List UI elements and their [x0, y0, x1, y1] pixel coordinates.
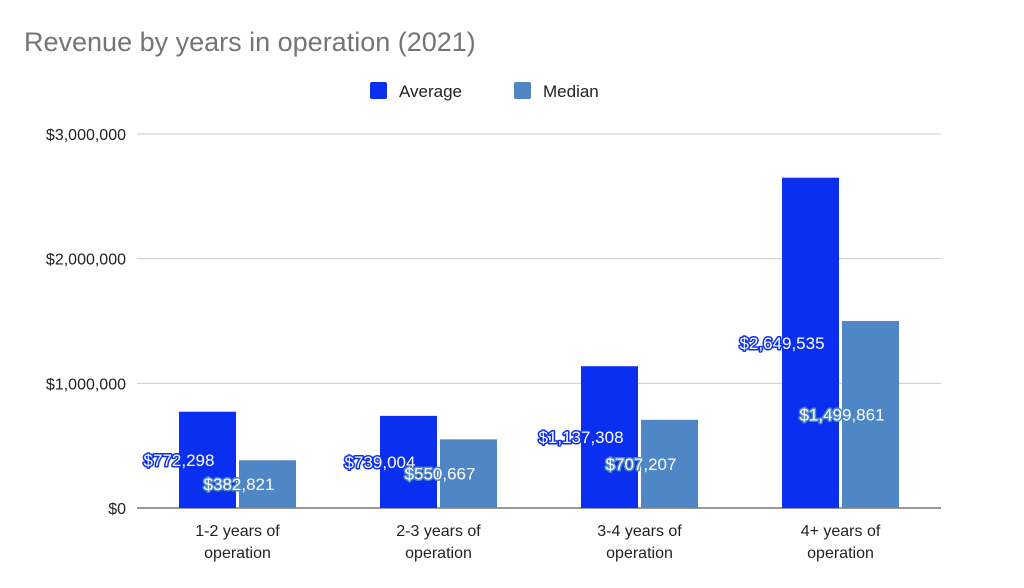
bar-median-2 [641, 419, 698, 508]
data-label-median-0: $382,821 [204, 475, 275, 494]
bar-median-1 [440, 439, 497, 508]
x-category-label-3-line-0: 4+ years of [801, 523, 881, 540]
x-category-label-1-line-0: 2-3 years of [396, 523, 481, 540]
data-label-median-1: $550,667 [405, 465, 476, 484]
x-category-label-0-line-1: operation [204, 545, 271, 562]
data-labels: $772,298 $382,821 $739,004$550,667 $1,137,3… [142, 332, 886, 495]
x-category-label-3-line-1: operation [807, 545, 874, 562]
bar-average-1 [380, 415, 437, 508]
x-category-label-2-line-1: operation [606, 545, 673, 562]
bar-average-3 [782, 177, 839, 509]
bar-average-2 [581, 366, 638, 508]
y-tick-label-0: $0 [108, 501, 126, 518]
data-label-average-3: $2,649,535 [739, 334, 824, 353]
data-label-average-2: $1,137,308 [538, 428, 623, 447]
legend-swatch-median [514, 82, 531, 99]
x-category-label-1-line-1: operation [405, 545, 472, 562]
bar-average-0 [179, 411, 236, 508]
x-category-label-2-line-0: 3-4 years of [597, 523, 682, 540]
y-tick-label-3: $3,000,000 [46, 127, 126, 144]
data-label-median-2: $707,207 [606, 455, 677, 474]
bars [179, 177, 899, 509]
bar-median-3 [842, 321, 899, 508]
y-axis-tick-labels: $0 $1,000,000 $2,000,000 $3,000,000 [46, 127, 126, 518]
data-label-average-1: $739,004 [345, 453, 416, 472]
chart-title: Revenue by years in operation (2021) [24, 27, 476, 57]
x-category-label-0-line-0: 1-2 years of [195, 523, 280, 540]
data-label-average-0: $772,298 [144, 451, 215, 470]
legend: Average Median [370, 82, 599, 101]
x-axis-category-labels: 1-2 years of operation 2-3 years of operati… [195, 523, 881, 562]
data-label-median-3: $1,499,861 [799, 406, 884, 425]
legend-label-average: Average [399, 82, 462, 101]
y-tick-label-2: $2,000,000 [46, 252, 126, 269]
legend-label-median: Median [543, 82, 599, 101]
legend-swatch-average [370, 82, 387, 99]
bar-median-0 [239, 460, 296, 508]
y-tick-label-1: $1,000,000 [46, 376, 126, 393]
